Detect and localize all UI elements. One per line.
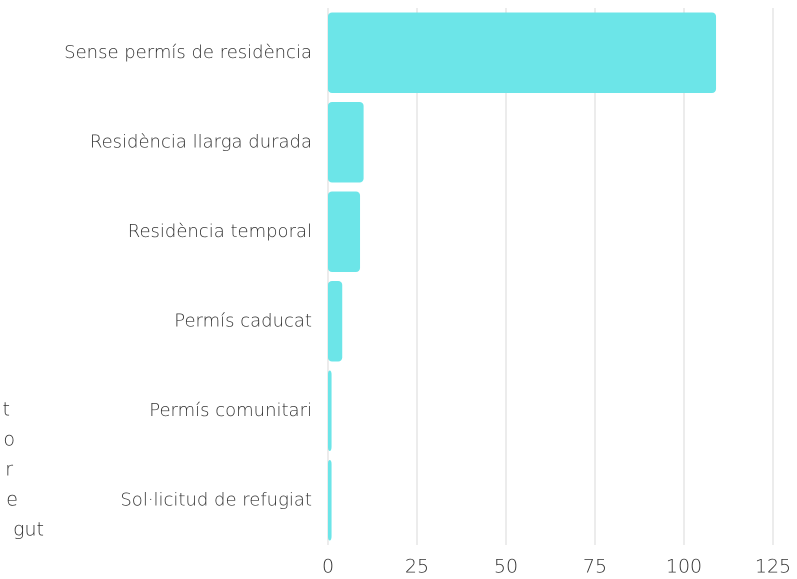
x-tick-label: 50 — [494, 556, 518, 578]
bar — [328, 459, 332, 541]
bar — [328, 101, 364, 183]
clipped-text: o — [3, 429, 15, 451]
clipped-text: r — [5, 459, 13, 481]
bar — [328, 280, 343, 362]
clipped-text: e — [6, 489, 18, 511]
x-tick-label: 75 — [583, 556, 607, 578]
clipped-text: t — [3, 399, 10, 421]
bar — [328, 12, 717, 94]
y-tick-label: Residència temporal — [128, 221, 312, 242]
x-tick-label: 25 — [405, 556, 429, 578]
y-tick-label: Permís comunitari — [149, 400, 312, 421]
y-tick-label: Permís caducat — [174, 310, 312, 331]
bar — [328, 370, 332, 452]
y-tick-label: Residència llarga durada — [90, 131, 312, 152]
x-tick-label: 0 — [322, 556, 334, 578]
bar — [328, 191, 361, 273]
x-tick-label: 125 — [755, 556, 791, 578]
y-tick-label: Sense permís de residència — [64, 42, 312, 63]
clipped-text: gut — [13, 519, 44, 541]
x-tick-label: 100 — [666, 556, 702, 578]
y-tick-label: Sol·licitud de refugiat — [120, 489, 312, 510]
